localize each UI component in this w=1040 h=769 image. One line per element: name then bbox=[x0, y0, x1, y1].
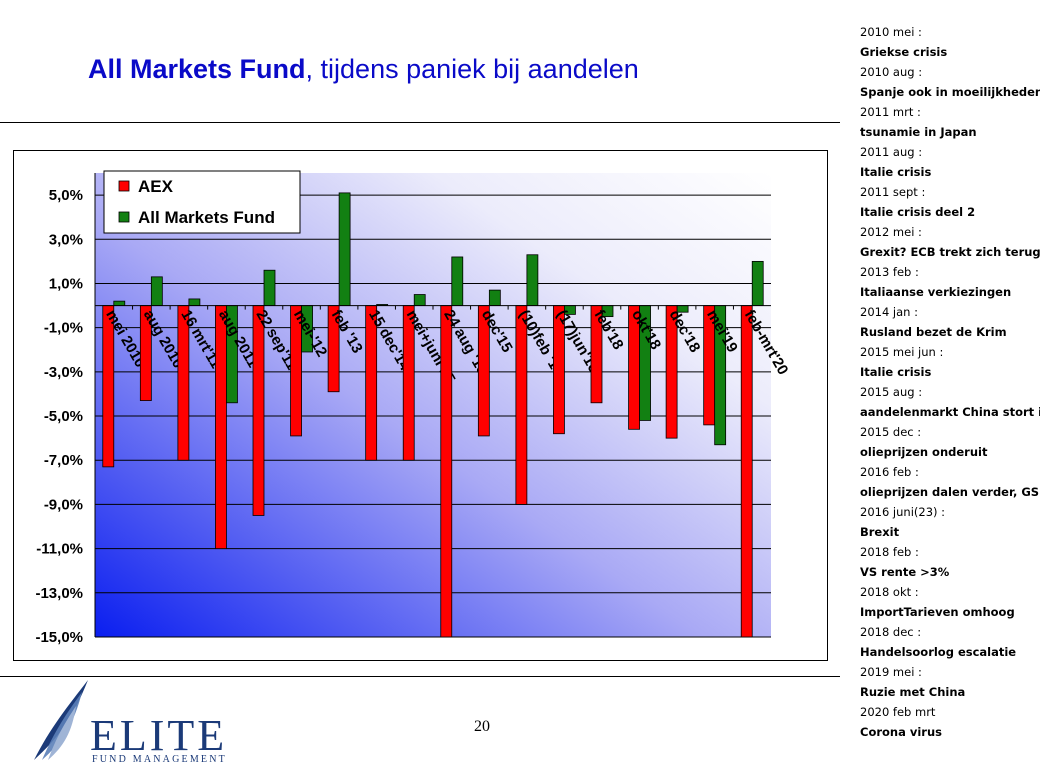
y-tick-label: -7,0% bbox=[44, 452, 83, 469]
y-tick-label: 5,0% bbox=[49, 187, 83, 204]
timeline-date: 2018 feb : bbox=[860, 545, 919, 559]
bar-aex bbox=[740, 305, 753, 638]
y-tick-label: -9,0% bbox=[44, 496, 83, 513]
timeline-event: Spanje ook in moeilijkheden bbox=[860, 85, 1040, 99]
bar-aex bbox=[440, 305, 453, 638]
bar-amf bbox=[413, 294, 426, 306]
timeline-date: 2014 jan : bbox=[860, 305, 918, 319]
y-tick-label: -3,0% bbox=[44, 364, 83, 381]
timeline-date: 2013 feb : bbox=[860, 265, 919, 279]
bar-amf bbox=[526, 254, 539, 306]
logo-subtext: FUND MANAGEMENT bbox=[92, 754, 227, 765]
timeline-date: 2011 mrt : bbox=[860, 105, 921, 119]
timeline-event: Italiaanse verkiezingen bbox=[860, 285, 1012, 299]
wing-icon bbox=[34, 680, 88, 760]
timeline-event: Italie crisis deel 2 bbox=[860, 205, 976, 219]
timeline-date: 2010 mei : bbox=[860, 25, 922, 39]
timeline-event: Rusland bezet de Krim bbox=[860, 325, 1007, 339]
bar-aex bbox=[215, 305, 227, 550]
y-tick-label: -5,0% bbox=[44, 408, 83, 425]
timeline-event: olieprijzen dalen verder, GS 10$ bbox=[860, 485, 1040, 499]
legend-label: AEX bbox=[138, 177, 174, 196]
timeline-date: 2018 okt : bbox=[860, 585, 919, 599]
timeline-date: 2019 mei : bbox=[860, 665, 922, 679]
title-rest: , tijdens paniek bij aandelen bbox=[305, 54, 639, 84]
timeline-event: Brexit bbox=[860, 525, 900, 539]
legend-label: All Markets Fund bbox=[138, 208, 275, 227]
bar-amf bbox=[150, 276, 163, 306]
timeline-date: 2018 dec : bbox=[860, 625, 922, 639]
y-tick-label: -1,0% bbox=[44, 320, 83, 337]
bar-amf bbox=[451, 256, 464, 306]
event-timeline: 2010 mei : Griekse crisis 2010 aug : Spanje… bbox=[860, 24, 1040, 744]
timeline-event: aandelenmarkt China stort in bbox=[860, 405, 1040, 419]
page-title: All Markets Fund, tijdens paniek bij aan… bbox=[88, 54, 639, 85]
legend-swatch-aex bbox=[118, 180, 130, 192]
timeline-date: 2016 feb : bbox=[860, 465, 919, 479]
timeline-date: 2015 mei jun : bbox=[860, 345, 944, 359]
timeline-event: Grexit? ECB trekt zich terug bbox=[860, 245, 1040, 259]
timeline-event: Griekse crisis bbox=[860, 45, 948, 59]
timeline-event: tsunamie in Japan bbox=[860, 125, 977, 139]
legend-swatch-amf bbox=[118, 211, 130, 223]
y-tick-label: 1,0% bbox=[49, 275, 83, 292]
timeline-date: 2010 aug : bbox=[860, 65, 923, 79]
timeline-event: VS rente >3% bbox=[860, 565, 950, 579]
page-number: 20 bbox=[474, 718, 490, 735]
y-tick-label: -11,0% bbox=[36, 541, 83, 558]
y-tick-label: -13,0% bbox=[35, 585, 83, 602]
logo-text: ELITE bbox=[90, 711, 228, 760]
bar-chart: 5,0% 3,0% 1,0% -1,0% -3,0% -5,0% -7,0% -9,0% -11… bbox=[35, 170, 791, 646]
timeline-event: olieprijzen onderuit bbox=[860, 445, 988, 459]
bar-amf bbox=[263, 269, 276, 306]
timeline-date: 2012 mei : bbox=[860, 225, 922, 239]
timeline-date: 2020 feb mrt bbox=[860, 705, 936, 719]
bar-amf bbox=[188, 298, 201, 306]
timeline-event: Italie crisis bbox=[860, 365, 932, 379]
timeline-event: Corona virus bbox=[860, 725, 943, 739]
timeline-date: 2011 aug : bbox=[860, 145, 923, 159]
title-bold: All Markets Fund bbox=[88, 54, 306, 84]
elite-logo: ELITE FUND MANAGEMENT bbox=[28, 676, 238, 766]
y-tick-label: -15,0% bbox=[35, 629, 83, 646]
bar-aex bbox=[515, 305, 528, 505]
bar-amf bbox=[338, 192, 351, 306]
bar-amf bbox=[488, 289, 501, 306]
bottom-divider bbox=[0, 676, 840, 677]
timeline-date: 2016 juni(23) : bbox=[860, 505, 946, 519]
timeline-date: 2015 dec : bbox=[860, 425, 922, 439]
bar-aex bbox=[252, 305, 265, 516]
timeline-event: Italie crisis bbox=[860, 165, 932, 179]
top-divider bbox=[0, 122, 840, 123]
legend-box bbox=[103, 170, 301, 234]
timeline-date: 2015 aug : bbox=[860, 385, 923, 399]
timeline-event: Handelsoorlog escalatie bbox=[860, 645, 1017, 659]
timeline-event: ImportTarieven omhoog bbox=[860, 605, 1015, 619]
bar-amf bbox=[113, 300, 126, 306]
timeline-event: Ruzie met China bbox=[860, 685, 966, 699]
chart-frame: 5,0% 3,0% 1,0% -1,0% -3,0% -5,0% -7,0% -9,0% -11… bbox=[13, 150, 828, 661]
plot-area bbox=[95, 173, 771, 637]
y-tick-label: 3,0% bbox=[49, 231, 83, 248]
bar-amf bbox=[751, 260, 764, 306]
timeline-date: 2011 sept : bbox=[860, 185, 926, 199]
